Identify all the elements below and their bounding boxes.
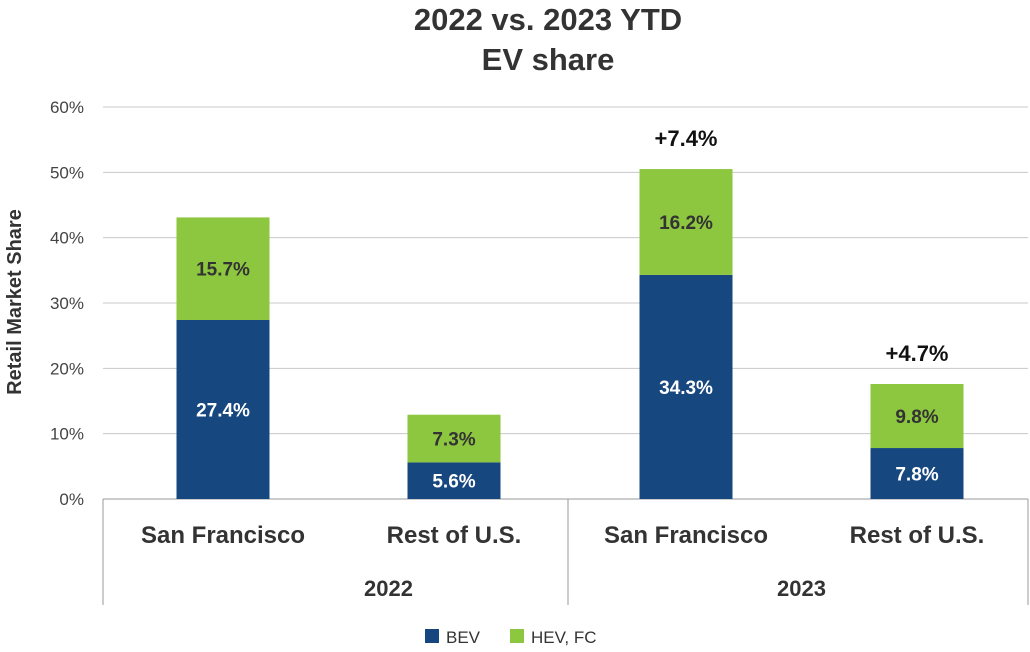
legend-label-hev-fc: HEV, FC [531,628,597,647]
bar-hev-fc [639,169,733,275]
chart-title-line-2: EV share [482,42,615,77]
bar-bev [870,448,964,499]
data-label-bev: 5.6% [432,472,475,493]
legend-label-bev: BEV [446,628,481,647]
x-axis: San Francisco Rest of U.S. San Francisco Re… [102,499,1029,605]
bar-bev [639,274,733,499]
legend-swatch-hev-fc [510,629,524,643]
bar-hev-fc [407,414,501,463]
bars [176,169,964,499]
group-label: 2022 [364,576,413,601]
data-labels: 27.4% 15.7% 5.6% 7.3% 34.3% 16.2% +7.4% 7.8% 9.8… [196,126,948,493]
y-tick-label: 60% [50,98,84,117]
data-label-bev: 34.3% [659,378,713,399]
data-label-bev: 7.8% [895,465,938,486]
category-label: San Francisco [604,522,768,549]
category-label: Rest of U.S. [850,522,985,549]
data-label-hev-fc: 15.7% [196,260,250,281]
data-label-hev-fc: 7.3% [432,430,475,451]
y-tick-label: 40% [50,229,84,248]
legend-swatch-bev [425,629,439,643]
change-annotation: +7.4% [655,126,718,151]
group-label: 2023 [777,576,826,601]
y-axis-ticks: 0% 10% 20% 30% 40% 50% 60% [50,98,84,509]
chart-title-line-1: 2022 vs. 2023 YTD [414,2,682,37]
data-label-hev-fc: 9.8% [895,407,938,428]
y-tick-label: 10% [50,425,84,444]
y-tick-label: 50% [50,163,84,182]
category-label: Rest of U.S. [387,522,522,549]
data-label-hev-fc: 16.2% [659,213,713,234]
legend: BEV HEV, FC [425,628,597,647]
bar-bev [176,319,270,499]
bar-hev-fc [870,384,964,449]
bar-hev-fc [176,217,270,320]
y-tick-label: 20% [50,359,84,378]
bar-bev [407,462,501,499]
y-tick-label: 0% [59,490,84,509]
data-label-bev: 27.4% [196,400,250,421]
category-label: San Francisco [141,522,305,549]
y-axis-label: Retail Market Share [4,209,26,395]
y-tick-label: 30% [50,294,84,313]
change-annotation: +4.7% [886,341,949,366]
